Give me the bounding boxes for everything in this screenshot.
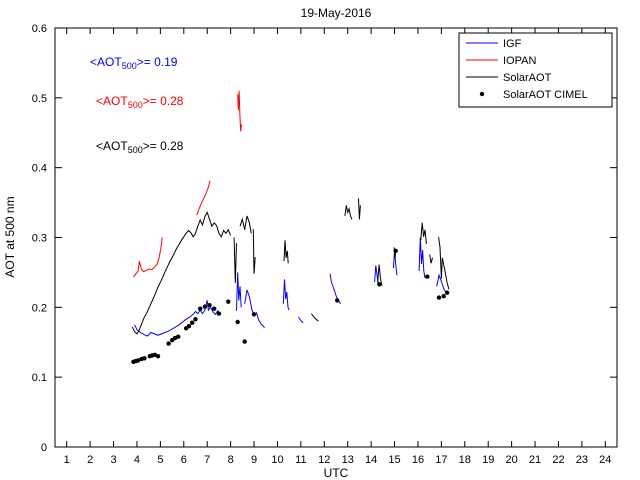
cimel-data-point	[198, 306, 203, 311]
cimel-data-point	[142, 356, 147, 361]
series-segment-solaraot	[420, 222, 427, 244]
y-tick-label: 0.1	[32, 372, 47, 384]
x-tick-label: 13	[342, 454, 354, 466]
cimel-data-point	[172, 335, 178, 341]
legend-item-solaraot-cimel: SolarAOT CIMEL	[479, 89, 588, 101]
x-tick-label: 6	[181, 454, 187, 466]
cimel-data-point	[135, 358, 141, 363]
x-tick-label: 24	[599, 454, 611, 466]
y-tick-label: 0.5	[32, 93, 47, 105]
cimel-data-point	[186, 324, 192, 329]
series-segment-igf	[244, 289, 265, 328]
x-tick-label: 12	[318, 454, 330, 466]
series-segment-solaraot	[233, 237, 237, 283]
x-tick-label: 8	[228, 454, 234, 466]
y-tick-label: 0.2	[32, 302, 47, 314]
series-segment-solaraot	[438, 236, 450, 290]
mean-aot-annotation-solaraot: <AOT500>= 0.28	[96, 139, 184, 155]
x-tick-label: 19	[482, 454, 494, 466]
series-segment-solaraot	[429, 254, 433, 264]
series-segment-igf	[282, 279, 290, 311]
cimel-data-point	[202, 304, 208, 309]
series-segment-igf	[236, 272, 242, 311]
x-tick-label: 22	[552, 454, 564, 466]
cimel-data-point	[242, 339, 247, 344]
x-axis-label: UTC	[324, 466, 349, 480]
x-tick-label: 20	[506, 454, 518, 466]
legend-label-solaraot-cimel: SolarAOT CIMEL	[503, 89, 588, 101]
series-segment-solaraot	[283, 240, 289, 264]
series-segment-solaraot	[252, 229, 256, 274]
cimel-data-point	[441, 294, 446, 299]
x-tick-label: 7	[204, 454, 210, 466]
cimel-data-point	[216, 311, 222, 316]
series-segment-iopan	[237, 90, 242, 132]
x-tick-label: 14	[365, 454, 377, 466]
x-tick-label: 18	[459, 454, 471, 466]
x-tick-label: 3	[110, 454, 116, 466]
x-tick-label: 5	[157, 454, 163, 466]
x-tick-label: 21	[529, 454, 541, 466]
series-segment-solaraot	[377, 264, 383, 286]
series-segment-igf	[418, 237, 426, 279]
series-segment-solaraot	[358, 198, 361, 220]
legend-dot-sample-cimel	[479, 91, 485, 97]
cimel-data-point	[190, 320, 195, 325]
cimel-data-point	[445, 290, 450, 295]
cimel-data-point	[212, 306, 217, 311]
x-tick-label: 16	[412, 454, 424, 466]
legend-box	[458, 32, 613, 108]
series-segment-iopan	[132, 237, 163, 278]
y-tick-label: 0.6	[32, 23, 47, 35]
x-tick-label: 23	[576, 454, 588, 466]
x-tick-label: 17	[435, 454, 447, 466]
series-segment-igf	[134, 300, 221, 337]
cimel-data-point	[176, 334, 181, 339]
cimel-data-point	[226, 299, 231, 304]
x-tick-label: 10	[271, 454, 283, 466]
y-tick-label: 0.4	[32, 163, 47, 175]
legend-label-iopan: IOPAN	[503, 55, 536, 67]
chart-title: 19-May-2016	[301, 6, 372, 20]
mean-aot-annotation-iopan: <AOT500>= 0.28	[96, 94, 184, 110]
x-tick-label: 4	[134, 454, 140, 466]
mean-aot-annotation-igf: <AOT500>= 0.19	[90, 55, 178, 71]
cimel-data-point	[436, 295, 442, 300]
series-segment-iopan	[196, 180, 211, 216]
series-segment-igf	[436, 273, 447, 293]
x-tick-label: 11	[295, 454, 306, 466]
series-segment-solaraot	[344, 205, 353, 220]
legend-item-igf: IGF	[466, 38, 522, 50]
plot-layer: 1 2 3 4 5 6 7 8 9 10 11 12 13 14 15 16 17 18 19 20 21 22 23 240…	[32, 23, 617, 466]
cimel-data-point	[207, 303, 212, 308]
cimel-data-point	[335, 298, 340, 303]
y-axis-label: AOT at 500 nm	[3, 196, 17, 277]
cimel-data-point	[251, 312, 257, 317]
series-segment-solaraot	[239, 215, 252, 234]
y-tick-label: 0.3	[32, 233, 47, 245]
legend-label-solaraot: SolarAOT	[503, 72, 552, 84]
series-segment-solaraot	[131, 211, 232, 335]
x-tick-label: 9	[251, 454, 257, 466]
x-tick-label: 15	[388, 454, 400, 466]
y-tick-label: 0	[41, 442, 47, 454]
legend: IGF IOPAN SolarAOT SolarAOT CIMEL	[458, 32, 613, 108]
cimel-data-point	[155, 354, 161, 359]
legend-item-solaraot: SolarAOT	[466, 72, 552, 84]
legend-label-igf: IGF	[503, 38, 522, 50]
cimel-data-point	[193, 317, 198, 322]
x-tick-label: 2	[87, 454, 93, 466]
cimel-data-point	[393, 248, 398, 253]
cimel-data-point	[377, 282, 382, 287]
x-tick-label: 1	[64, 454, 70, 466]
cimel-data-point	[235, 319, 240, 325]
series-segment-igf	[298, 316, 304, 324]
cimel-data-point	[425, 274, 430, 279]
legend-item-iopan: IOPAN	[466, 55, 536, 67]
cimel-data-point	[166, 341, 171, 346]
series-segment-solaraot	[310, 313, 319, 322]
